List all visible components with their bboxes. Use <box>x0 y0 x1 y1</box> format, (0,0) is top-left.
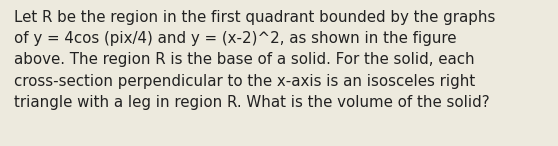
Text: Let R be the region in the first quadrant bounded by the graphs
of y = 4cos (pix: Let R be the region in the first quadran… <box>14 10 496 110</box>
